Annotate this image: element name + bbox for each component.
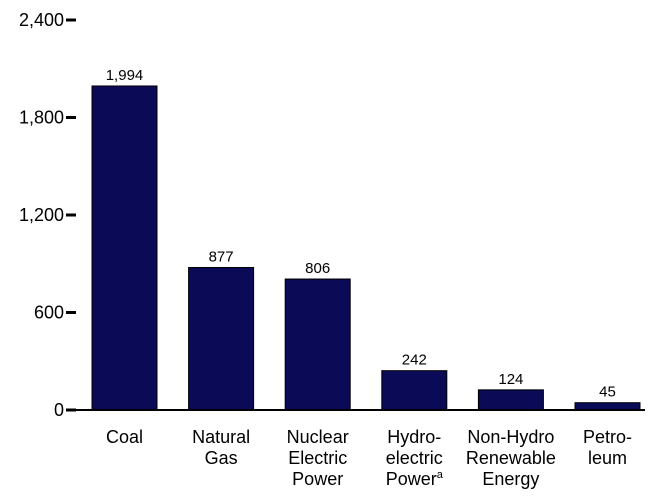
x-tick-label: Powera (386, 469, 444, 489)
y-axis: 0 600 1,200 1,800 2,400 (19, 10, 76, 420)
x-tick-label: electric (386, 448, 443, 468)
x-tick-label: leum (588, 448, 627, 468)
bar-value-label: 1,994 (106, 67, 144, 84)
x-tick-label: Renewable (466, 448, 556, 468)
bar (574, 402, 641, 411)
bar (284, 278, 351, 411)
y-tick-label: 2,400 (19, 10, 64, 30)
footnote-superscript: a (437, 469, 444, 481)
y-tick-label: 1,200 (19, 205, 64, 225)
y-tick-label: 600 (34, 303, 64, 323)
x-tick-label: Electric (288, 448, 347, 468)
y-tick-label: 1,800 (19, 108, 64, 128)
y-tick-label: 0 (54, 400, 64, 420)
bar-value-label: 877 (209, 248, 234, 265)
bar-value-label: 242 (402, 352, 427, 369)
bar-value-label: 124 (498, 371, 523, 388)
bar-value-label: 806 (305, 260, 330, 277)
bar (91, 85, 158, 411)
x-tick-label: Energy (482, 469, 539, 489)
x-tick-label: Hydro- (387, 427, 441, 447)
bar (477, 389, 544, 411)
bar (188, 266, 255, 411)
x-tick-label: Power (292, 469, 343, 489)
bar (381, 370, 448, 411)
x-tick-label: Non-Hydro (467, 427, 554, 447)
bars: 1,994 877 806 242 124 45 (66, 67, 645, 411)
x-tick-label: Natural (192, 427, 250, 447)
x-tick-label: Petro- (583, 427, 632, 447)
x-tick-label: Coal (106, 427, 143, 447)
x-tick-label: Gas (205, 448, 238, 468)
bar-value-label: 45 (599, 384, 616, 401)
x-tick-label: Nuclear (287, 427, 349, 447)
